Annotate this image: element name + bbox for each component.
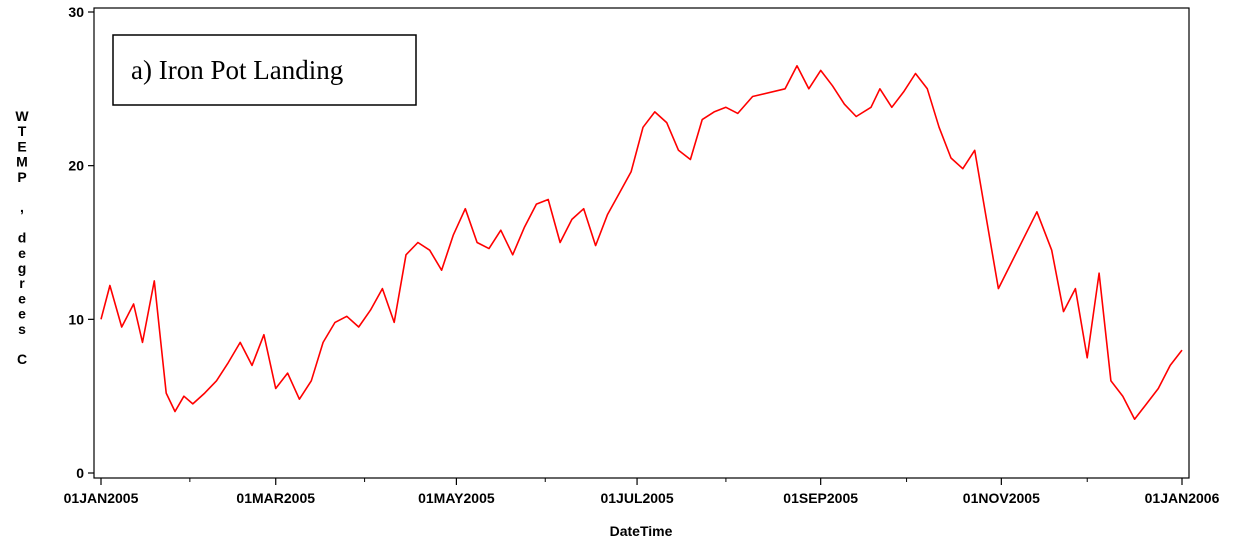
y-axis-title-char: W (15, 108, 29, 124)
y-axis-title-char: d (18, 230, 27, 246)
y-axis-title-char: T (18, 123, 27, 139)
y-axis-title-char: r (19, 275, 25, 291)
x-tick-label: 01MAR2005 (236, 490, 315, 506)
y-axis-title-char: P (17, 169, 26, 185)
annotation-text: a) Iron Pot Landing (131, 55, 343, 85)
y-axis-title-char: e (18, 245, 26, 261)
y-tick-label: 10 (68, 311, 84, 327)
x-axis-title: DateTime (610, 523, 673, 539)
x-tick-label: 01JAN2005 (64, 490, 139, 506)
series-layer (100, 65, 1183, 421)
plot-frame (93, 7, 1190, 479)
y-axis-title-char: C (17, 351, 27, 367)
x-axis-ticks: 01JAN2005 01MAR2005 01MAY2005 01JUL2005 01SE… (64, 478, 1220, 506)
y-axis-title-char: E (17, 138, 26, 154)
y-axis-title-char: g (18, 260, 27, 276)
y-axis-title-char: e (18, 306, 26, 322)
x-tick-label: 01JUL2005 (600, 490, 673, 506)
y-axis-ticks: 0 10 20 30 (68, 4, 94, 481)
y-axis-title-char: , (20, 199, 24, 215)
annotation-box: a) Iron Pot Landing (112, 34, 417, 106)
x-tick-label: 01NOV2005 (963, 490, 1040, 506)
y-axis-title-char: s (18, 321, 26, 337)
y-tick-label: 0 (76, 465, 84, 481)
y-tick-label: 20 (68, 158, 84, 174)
series-line (100, 65, 1183, 421)
y-axis-title-char: e (18, 290, 26, 306)
x-tick-label: 01SEP2005 (783, 490, 858, 506)
y-tick-label: 30 (68, 4, 84, 20)
x-tick-label: 01JAN2006 (1145, 490, 1220, 506)
x-tick-label: 01MAY2005 (418, 490, 495, 506)
y-axis-title-char: M (16, 154, 28, 170)
